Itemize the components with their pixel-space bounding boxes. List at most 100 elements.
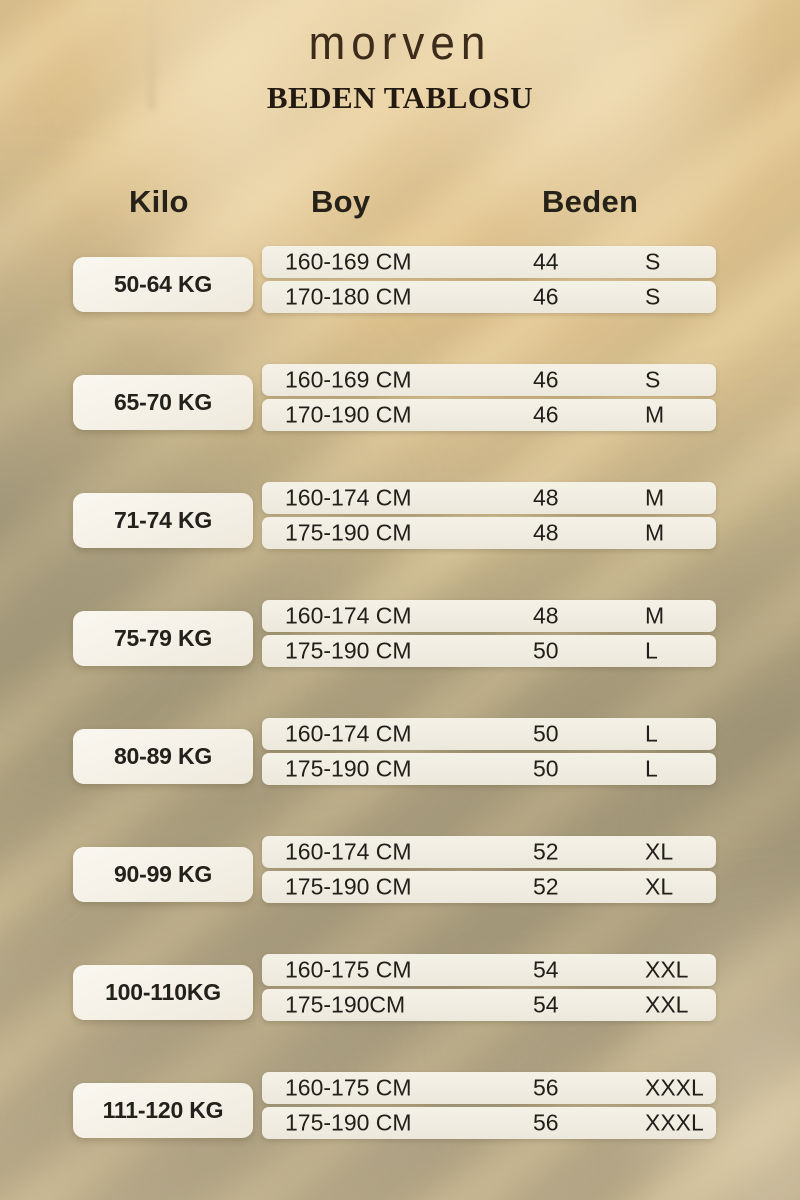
height-value: 160-174 CM xyxy=(285,720,412,747)
weight-pill: 71-74 KG xyxy=(73,493,253,548)
letter-size-value: XL xyxy=(645,873,674,900)
measurement-rows: 160-169 CM 44 S 170-180 CM 46 S xyxy=(262,246,716,313)
weight-label: 75-79 KG xyxy=(113,625,213,651)
weight-group: 90-99 KG 160-174 CM 52 XL 175-190 CM 52 XL xyxy=(0,836,800,954)
letter-size-value: XXL xyxy=(645,991,689,1018)
height-value: 160-169 CM xyxy=(285,248,412,275)
letter-size-value: S xyxy=(645,248,661,275)
numeric-size-value: 46 xyxy=(533,401,559,428)
letter-size-value: XXL xyxy=(645,956,689,983)
table-row: 175-190 CM 50 L xyxy=(262,635,716,667)
weight-label: 100-110KG xyxy=(105,979,221,1005)
weight-group: 111-120 KG 160-175 CM 56 XXXL 175-190 CM 56 XX… xyxy=(0,1072,800,1190)
numeric-size-value: 50 xyxy=(533,720,559,747)
letter-size-value: L xyxy=(645,755,658,782)
height-value: 175-190 CM xyxy=(285,519,412,546)
height-value: 175-190CM xyxy=(285,991,406,1018)
letter-size-value: S xyxy=(645,366,661,393)
letter-size-value: XXXL xyxy=(645,1074,704,1101)
weight-label: 71-74 KG xyxy=(113,507,213,533)
size-table: 50-64 KG 160-169 CM 44 S 170-180 CM 46 S 65-70 … xyxy=(0,246,800,1190)
height-value: 160-175 CM xyxy=(285,1074,412,1101)
weight-pill: 50-64 KG xyxy=(73,257,253,312)
measurement-rows: 160-174 CM 52 XL 175-190 CM 52 XL xyxy=(262,836,716,903)
table-row: 170-180 CM 46 S xyxy=(262,281,716,313)
weight-pill: 100-110KG xyxy=(73,965,253,1020)
numeric-size-value: 48 xyxy=(533,484,559,511)
table-row: 175-190 CM 48 M xyxy=(262,517,716,549)
weight-pill: 75-79 KG xyxy=(73,611,253,666)
measurement-rows: 160-175 CM 54 XXL 175-190CM 54 XXL xyxy=(262,954,716,1021)
letter-size-value: M xyxy=(645,401,665,428)
letter-size-value: XL xyxy=(645,838,674,865)
letter-size-value: M xyxy=(645,484,665,511)
height-value: 160-169 CM xyxy=(285,366,412,393)
table-row: 160-174 CM 48 M xyxy=(262,600,716,632)
numeric-size-value: 50 xyxy=(533,755,559,782)
table-row: 175-190CM 54 XXL xyxy=(262,989,716,1021)
numeric-size-value: 52 xyxy=(533,838,559,865)
hanger-hook-icon xyxy=(148,0,155,110)
numeric-size-value: 48 xyxy=(533,602,559,629)
column-header-height: Boy xyxy=(311,184,371,219)
chart-content: morven BEDEN TABLOSU Kilo Boy Beden 50-6… xyxy=(0,17,800,1200)
column-header-size: Beden xyxy=(542,184,639,219)
weight-group: 50-64 KG 160-169 CM 44 S 170-180 CM 46 S xyxy=(0,246,800,364)
table-row: 160-169 CM 46 S xyxy=(262,364,716,396)
height-value: 175-190 CM xyxy=(285,755,412,782)
height-value: 170-190 CM xyxy=(285,401,412,428)
table-row: 175-190 CM 50 L xyxy=(262,753,716,785)
weight-group: 80-89 KG 160-174 CM 50 L 175-190 CM 50 L xyxy=(0,718,800,836)
weight-pill: 90-99 KG xyxy=(73,847,253,902)
measurement-rows: 160-174 CM 48 M 175-190 CM 48 M xyxy=(262,482,716,549)
weight-label: 111-120 KG xyxy=(102,1097,224,1123)
column-headers: Kilo Boy Beden xyxy=(0,184,800,232)
numeric-size-value: 54 xyxy=(533,956,559,983)
weight-pill: 111-120 KG xyxy=(73,1083,253,1138)
letter-size-value: L xyxy=(645,720,658,747)
numeric-size-value: 56 xyxy=(533,1074,559,1101)
letter-size-value: M xyxy=(645,519,665,546)
table-row: 160-174 CM 48 M xyxy=(262,482,716,514)
table-row: 160-175 CM 56 XXXL xyxy=(262,1072,716,1104)
height-value: 175-190 CM xyxy=(285,1109,412,1136)
weight-label: 80-89 KG xyxy=(113,743,213,769)
numeric-size-value: 52 xyxy=(533,873,559,900)
weight-label: 50-64 KG xyxy=(113,271,213,297)
measurement-rows: 160-174 CM 50 L 175-190 CM 50 L xyxy=(262,718,716,785)
table-row: 160-169 CM 44 S xyxy=(262,246,716,278)
weight-label: 90-99 KG xyxy=(113,861,213,887)
numeric-size-value: 46 xyxy=(533,283,559,310)
weight-label: 65-70 KG xyxy=(113,389,213,415)
page-title: BEDEN TABLOSU xyxy=(266,80,534,115)
height-value: 160-175 CM xyxy=(285,956,412,983)
weight-pill: 65-70 KG xyxy=(73,375,253,430)
table-row: 170-190 CM 46 M xyxy=(262,399,716,431)
table-row: 175-190 CM 56 XXXL xyxy=(262,1107,716,1139)
brand-logo: morven xyxy=(308,17,492,70)
height-value: 160-174 CM xyxy=(285,602,412,629)
column-header-weight: Kilo xyxy=(129,184,189,219)
measurement-rows: 160-175 CM 56 XXXL 175-190 CM 56 XXXL xyxy=(262,1072,716,1139)
table-row: 160-174 CM 52 XL xyxy=(262,836,716,868)
height-value: 175-190 CM xyxy=(285,873,412,900)
weight-group: 65-70 KG 160-169 CM 46 S 170-190 CM 46 M xyxy=(0,364,800,482)
table-row: 160-174 CM 50 L xyxy=(262,718,716,750)
numeric-size-value: 46 xyxy=(533,366,559,393)
height-value: 160-174 CM xyxy=(285,838,412,865)
letter-size-value: XXXL xyxy=(645,1109,704,1136)
letter-size-value: S xyxy=(645,283,661,310)
numeric-size-value: 56 xyxy=(533,1109,559,1136)
measurement-rows: 160-169 CM 46 S 170-190 CM 46 M xyxy=(262,364,716,431)
numeric-size-value: 54 xyxy=(533,991,559,1018)
weight-group: 71-74 KG 160-174 CM 48 M 175-190 CM 48 M xyxy=(0,482,800,600)
table-row: 175-190 CM 52 XL xyxy=(262,871,716,903)
height-value: 170-180 CM xyxy=(285,283,412,310)
height-value: 175-190 CM xyxy=(285,637,412,664)
numeric-size-value: 48 xyxy=(533,519,559,546)
weight-pill: 80-89 KG xyxy=(73,729,253,784)
weight-group: 75-79 KG 160-174 CM 48 M 175-190 CM 50 L xyxy=(0,600,800,718)
letter-size-value: L xyxy=(645,637,658,664)
table-row: 160-175 CM 54 XXL xyxy=(262,954,716,986)
